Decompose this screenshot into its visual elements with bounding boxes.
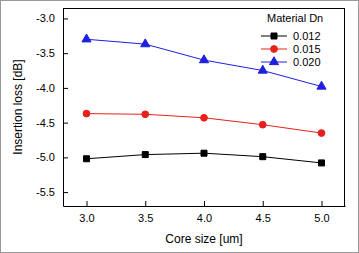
tick-mark [63, 123, 68, 124]
marker [82, 34, 91, 42]
tick: 3.0 [79, 201, 94, 224]
x-axis-title: Core size [um] [165, 232, 242, 246]
tick: 4.5 [256, 201, 271, 224]
tick-label: 4.5 [256, 212, 271, 224]
marker [142, 111, 149, 118]
tick-label: 3.0 [79, 212, 94, 224]
legend-label: 0.020 [293, 56, 321, 68]
axis-line [64, 206, 346, 207]
axis-line [63, 9, 64, 207]
tick-label: -3.5 [36, 47, 55, 59]
tick-label: -4.5 [36, 117, 55, 129]
marker [258, 65, 267, 73]
series-line [87, 114, 322, 133]
legend-marker [271, 46, 278, 53]
tick-mark [322, 201, 323, 206]
tick-mark [63, 157, 68, 158]
y-axis: -3.0 -3.5 -4.0 -4.5 -5.0 -5.5 [36, 9, 68, 207]
marker [83, 110, 90, 117]
y-axis-title: Insertion loss [dB] [11, 59, 25, 154]
tick: 4.0 [197, 201, 212, 224]
tick-mark [145, 201, 146, 206]
legend-item: 0.012 [261, 30, 321, 42]
tick-mark [87, 201, 88, 206]
tick-label: -4.0 [36, 82, 55, 94]
x-axis: 3.0 3.5 4.0 4.5 5.0 [64, 201, 346, 224]
legend-marker [269, 57, 278, 65]
tick-mark [63, 88, 68, 89]
tick-label: -5.5 [36, 186, 55, 198]
tick: -3.0 [36, 12, 68, 24]
marker [201, 150, 207, 156]
tick-mark [63, 192, 68, 193]
marker [201, 114, 208, 121]
tick-label: 3.5 [138, 212, 153, 224]
legend-marker [271, 33, 277, 39]
marker [318, 130, 325, 137]
marker [319, 160, 325, 166]
marker [259, 121, 266, 128]
tick-mark [63, 53, 68, 54]
tick-mark [263, 201, 264, 206]
tick-label: -5.0 [36, 151, 55, 163]
tick: -3.5 [36, 47, 68, 59]
tick-label: 4.0 [197, 212, 212, 224]
legend-title: Material Dn [267, 12, 323, 24]
tick-mark [204, 201, 205, 206]
tick: -4.0 [36, 82, 68, 94]
marker [260, 154, 266, 160]
tick: 5.0 [314, 201, 329, 224]
figure-border [1, 1, 359, 253]
frame [344, 8, 345, 206]
series-line [87, 39, 322, 86]
marker [84, 156, 90, 162]
tick: 3.5 [138, 201, 153, 224]
tick: -5.5 [36, 186, 68, 198]
plot: 3.0 3.5 4.0 4.5 5.0 -3.0 -3.5 -4.0 -4.5 -5.0 -5.5 M… [36, 8, 345, 224]
marker [317, 81, 326, 89]
legend-label: 0.012 [293, 30, 321, 42]
frame [63, 8, 345, 9]
tick: -4.5 [36, 117, 68, 129]
marker [141, 39, 150, 47]
marker [199, 55, 208, 63]
chart: 3.0 3.5 4.0 4.5 5.0 -3.0 -3.5 -4.0 -4.5 -5.0 -5.5 M… [0, 0, 359, 253]
tick-label: -3.0 [36, 12, 55, 24]
legend-item: 0.020 [261, 56, 321, 68]
tick-mark [63, 18, 68, 19]
legend: Material Dn 0.0120.0150.020 [261, 12, 323, 68]
legend-label: 0.015 [293, 43, 321, 55]
marker [142, 152, 148, 158]
tick-label: 5.0 [314, 212, 329, 224]
tick: -5.0 [36, 151, 68, 163]
series-area [82, 34, 326, 166]
legend-item: 0.015 [261, 43, 321, 55]
